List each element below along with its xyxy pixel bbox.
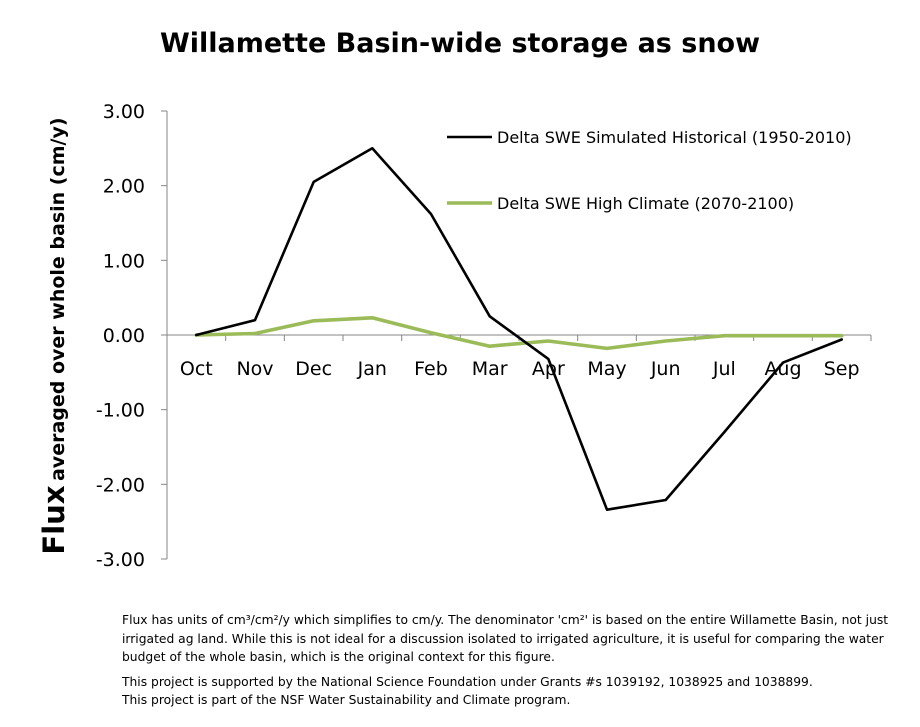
y-tick-label: -2.00 [96,474,145,496]
y-axis-label-main: Flux [37,485,71,554]
y-tick-labels: 3.00 2.00 1.00 0.00 -1.00 -2.00 -3.00 [96,101,145,571]
series-lines [194,147,844,512]
chart-title: Willamette Basin-wide storage as snow [160,28,760,59]
y-tick-label: -1.00 [96,400,145,422]
y-tick-label: 2.00 [103,176,145,198]
x-tick-label: Oct [180,358,213,380]
x-tick-label: May [587,358,626,380]
x-tick-label: Mar [472,358,508,380]
x-tick-label: Sep [824,358,860,380]
legend-label-1: Delta SWE Simulated Historical (1950-201… [497,128,852,147]
x-tick-label: Jan [357,358,387,380]
support-line-2: This project is part of the NSF Water Su… [122,693,571,707]
x-tick-label: Nov [236,358,273,380]
footnotes: Flux has units of cm³/cm²/y which simpli… [122,611,912,710]
y-tick-label: -3.00 [96,549,145,571]
x-tick-label: Apr [532,358,565,380]
x-tick-label: Jun [650,358,681,380]
y-tick-label: 0.00 [103,325,145,347]
x-tick-labels: Oct Nov Dec Jan Feb Mar Apr May Jun Jul Aug Sep [180,358,860,380]
y-tick-label: 3.00 [103,101,145,123]
support-line-1: This project is supported by the Nationa… [122,674,813,689]
series-line-1 [195,147,844,512]
series-line-2 [194,315,844,351]
legend-label-2: Delta SWE High Climate (2070-2100) [497,194,794,213]
x-tick-label: Jul [712,358,736,380]
y-tick-label: 1.00 [103,250,145,272]
flux-note: Flux has units of cm³/cm²/y which simpli… [122,613,889,664]
x-tick-label: Dec [295,358,332,380]
y-axis-label: Flux averaged over whole basin (cm/y) [37,117,71,554]
legend: Delta SWE Simulated Historical (1950-201… [447,128,852,213]
x-tick-label: Feb [414,358,448,380]
chart: Willamette Basin-wide storage as snow Fl… [37,28,872,571]
y-axis-label-units: averaged over whole basin (cm/y) [47,117,69,481]
